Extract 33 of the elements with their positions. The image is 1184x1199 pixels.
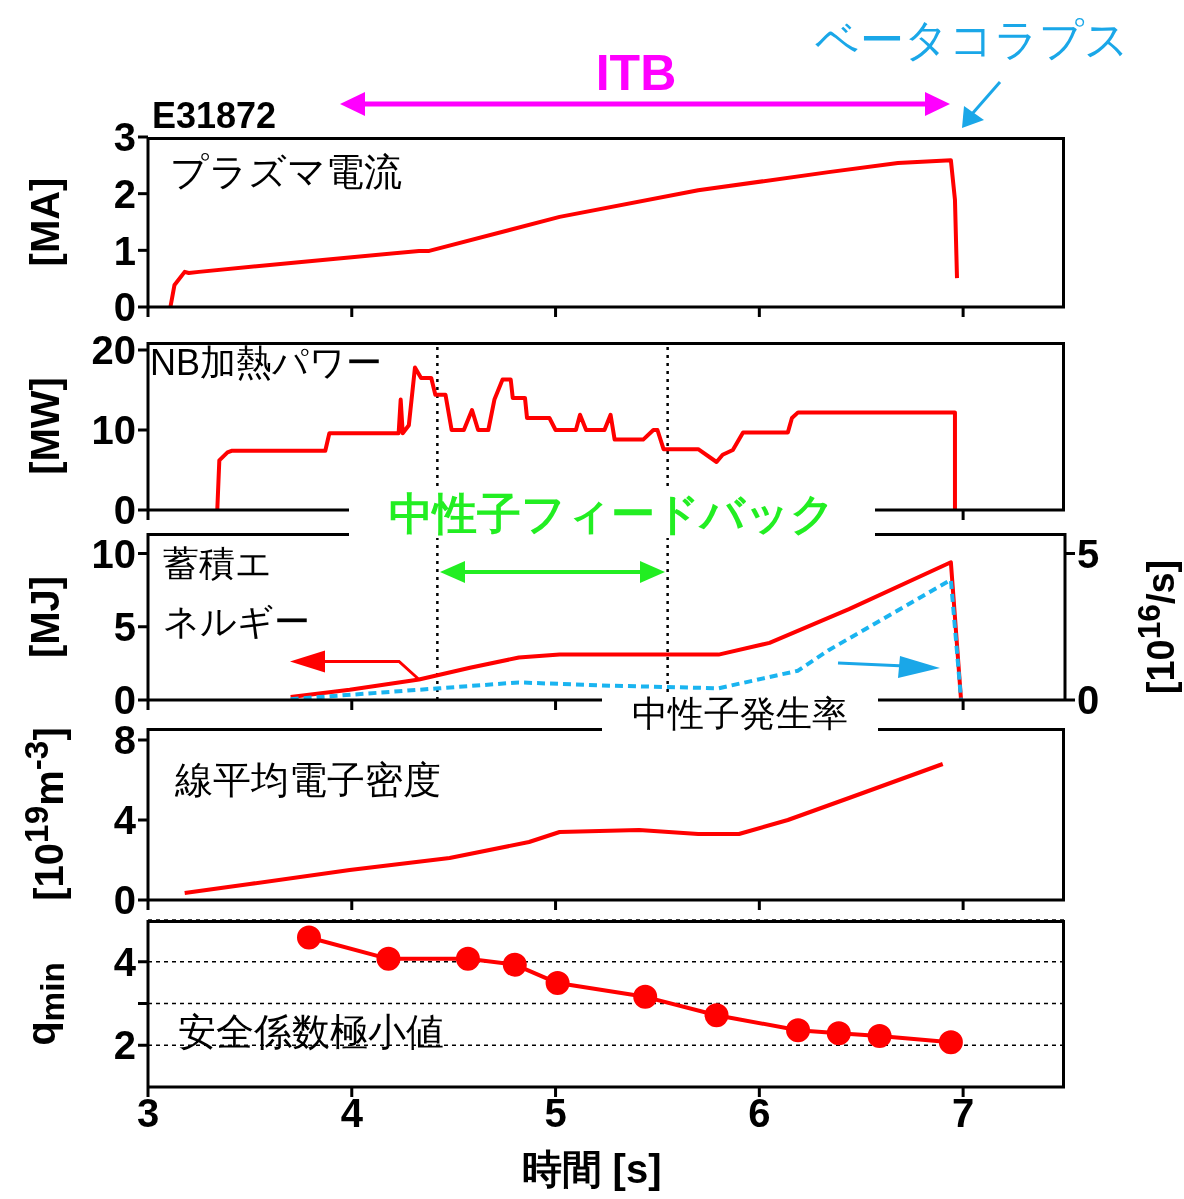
y2-tick-label: 0 (1077, 678, 1100, 723)
y-tick-label: 1 (113, 228, 136, 273)
y-axis-title: [MW] (22, 377, 68, 475)
annotation: 安全係数極小値 (178, 1011, 444, 1054)
y-axis-title: [MA] (22, 177, 68, 267)
x-tick-label: 5 (544, 1091, 567, 1136)
y-tick-label: 0 (113, 285, 136, 330)
annotation: 中性子発生率 (602, 693, 878, 734)
y-tick-label: 2 (113, 171, 136, 216)
x-tick-label: 4 (340, 1091, 364, 1136)
text: ITB (595, 45, 677, 101)
y-tick-label: 20 (91, 328, 136, 373)
y-axis-title: [MJ] (22, 575, 68, 658)
x-axis-title: 時間 [s] (521, 1146, 662, 1193)
y-tick-label: 10 (91, 408, 136, 453)
annotation: 線平均電子密度 (175, 759, 441, 802)
y-tick-label: 5 (113, 604, 136, 649)
annotation: 蓄積エネルギー (163, 542, 310, 644)
y-tick-label: 3 (113, 115, 136, 160)
annotation: NB加熱パワー (150, 342, 383, 383)
y-tick-label: 0 (113, 488, 136, 533)
y-tick-label: 4 (113, 798, 137, 843)
annotation: 中性子フィードバック (349, 489, 875, 539)
text: ベータコラプス (815, 15, 1129, 65)
y2-tick-label: 5 (1077, 531, 1100, 576)
y-tick-label: 0 (113, 878, 136, 923)
x-tick-label: 7 (951, 1091, 975, 1136)
y-tick-label: 2 (113, 1023, 136, 1068)
y-tick-label: 10 (91, 531, 136, 576)
y-tick-label: 4 (113, 939, 137, 984)
text: E31872 (152, 95, 277, 136)
x-tick-label: 6 (748, 1091, 771, 1136)
annotation: プラズマ電流 (170, 151, 402, 194)
